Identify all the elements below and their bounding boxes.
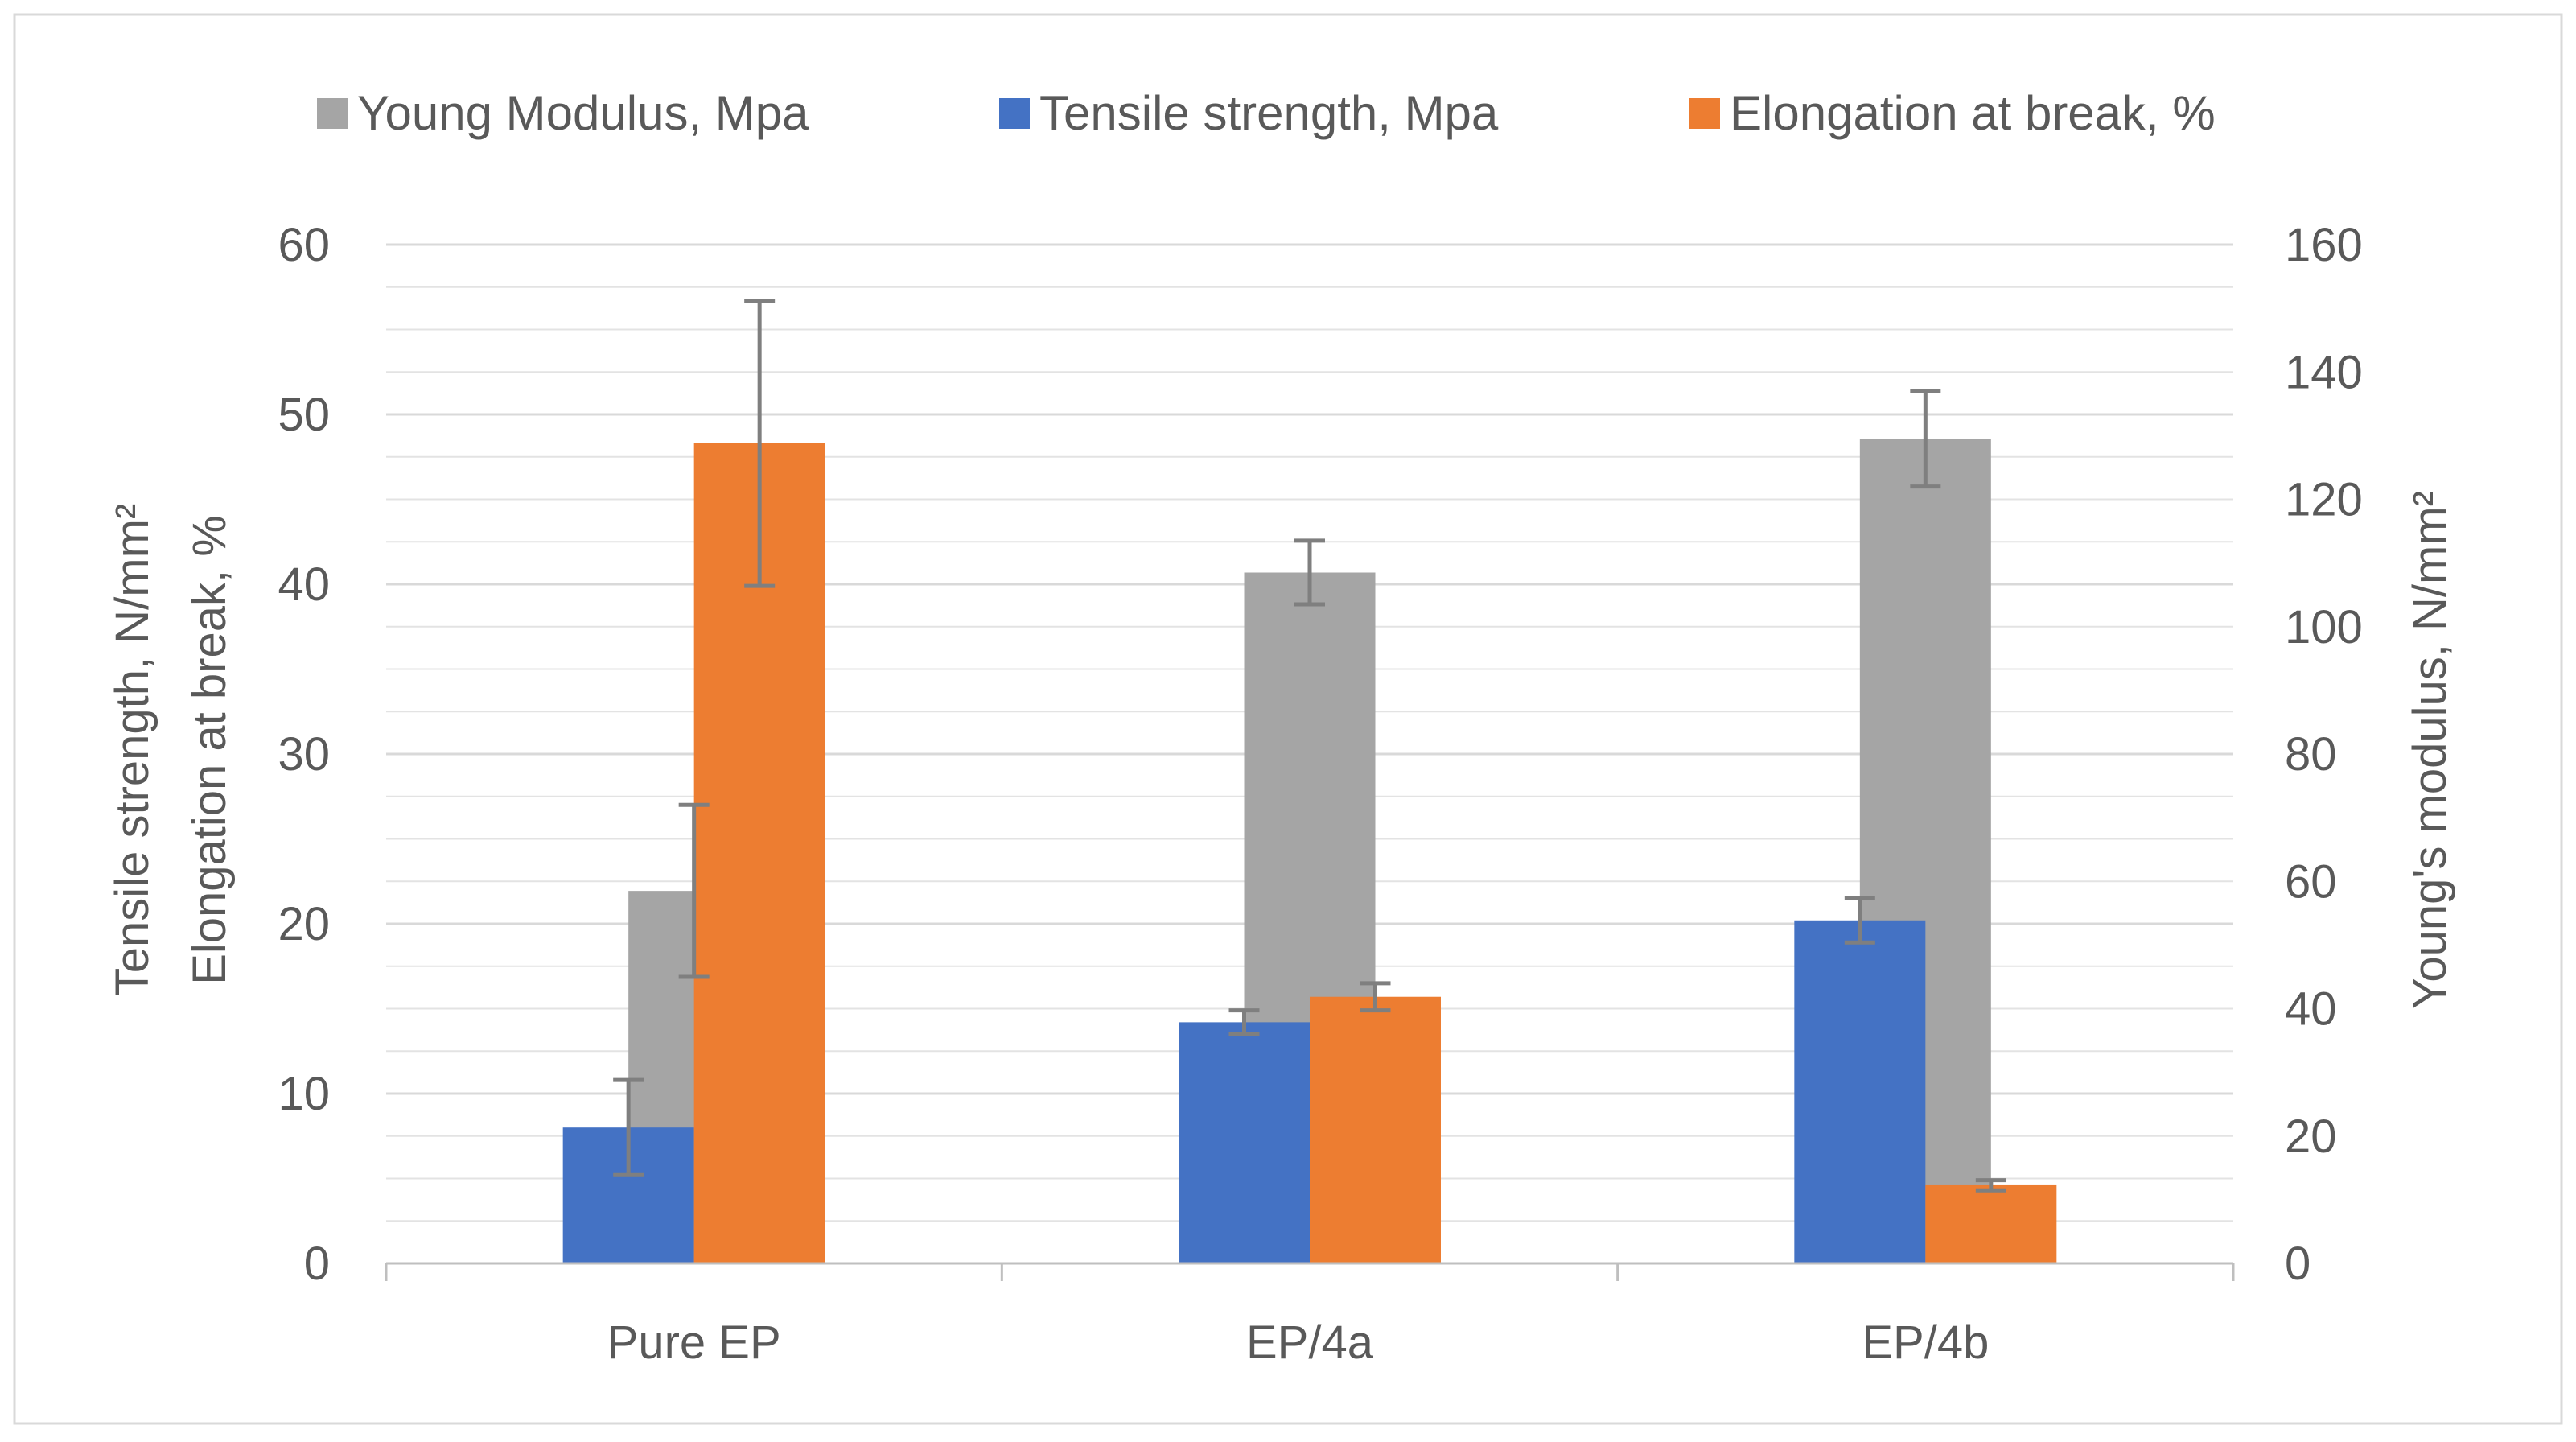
legend-label: Young Modulus, Mpa (357, 86, 809, 140)
legend: Young Modulus, Mpa Tensile strength, Mpa E… (317, 86, 2216, 140)
right-axis-title: Young's modulus, N/mm² (2404, 491, 2456, 1009)
left-axis-tick-label: 0 (304, 1238, 330, 1290)
legend-swatch (317, 98, 348, 129)
error-bars (613, 299, 2006, 1193)
category-label: Pure EP (607, 1316, 781, 1369)
left-axis-tick-label: 10 (278, 1068, 330, 1120)
elongation-bar (1925, 1184, 2057, 1263)
legend-label: Elongation at break, % (1730, 86, 2216, 140)
right-axis-tick-label: 60 (2285, 855, 2337, 908)
left-axis-tick-label: 60 (278, 219, 330, 271)
right-axis-tick-label: 40 (2285, 983, 2337, 1036)
legend-swatch (1689, 98, 1720, 129)
legend-swatch (999, 98, 1030, 129)
right-axis-tick-label: 160 (2285, 219, 2363, 271)
category-label: EP/4a (1246, 1316, 1374, 1369)
x-axis (385, 1262, 2235, 1281)
right-axis-tick-label: 80 (2285, 728, 2337, 781)
tensile-strength-bar (1794, 920, 1926, 1263)
right-axis-tick-label: 140 (2285, 346, 2363, 398)
left-axis-title-line1: Tensile strength, N/mm² (106, 504, 158, 996)
right-axis-tick-label: 20 (2285, 1110, 2337, 1163)
left-axis-tick-label: 30 (278, 728, 330, 781)
category-label: EP/4b (1862, 1316, 1989, 1369)
left-axis-tick-label: 40 (278, 558, 330, 611)
left-axis-tick-label: 20 (278, 898, 330, 950)
tick-labels: 0 10 20 30 40 50 60 0 20 40 60 80 100 120 140 160 Pure E… (278, 219, 2362, 1369)
right-axis-tick-label: 120 (2285, 474, 2363, 526)
left-axis-title-line2: Elongation at break, % (183, 515, 236, 985)
left-axis-tick-label: 50 (278, 389, 330, 441)
elongation-bar (1310, 996, 1441, 1263)
legend-label: Tensile strength, Mpa (1039, 86, 1499, 140)
left-axis-series (562, 443, 2057, 1263)
tensile-strength-bar (1179, 1022, 1310, 1263)
right-axis-tick-label: 100 (2285, 601, 2363, 653)
right-axis-tick-label: 0 (2285, 1238, 2311, 1290)
